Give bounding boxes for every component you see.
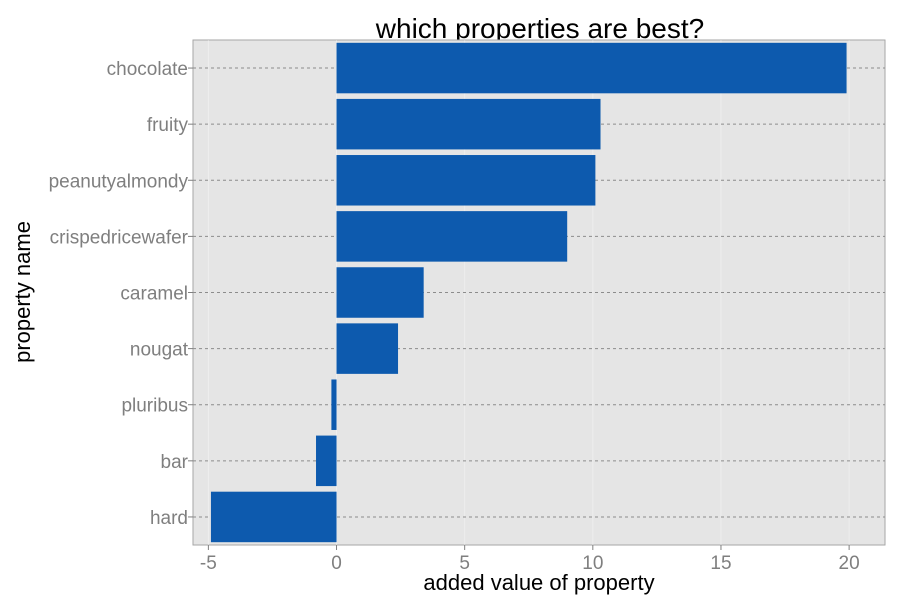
x-tick-label-2: 5 (459, 553, 470, 574)
bar-fruity (336, 98, 601, 150)
x-axis-title: added value of property (423, 570, 654, 595)
x-tick-label-4: 15 (710, 553, 731, 574)
bar-nougat (336, 323, 399, 374)
x-tick-label-0: -5 (200, 553, 217, 574)
bar-hard (210, 491, 337, 543)
y-tick-label-crispedricewafer: crispedricewafer (50, 227, 189, 248)
bar-pluribus (331, 379, 337, 430)
y-tick-label-fruity: fruity (147, 115, 189, 136)
y-axis-ticks: chocolate fruity peanutyalmondy crispedrice… (49, 59, 193, 529)
x-tick-label-3: 10 (582, 553, 603, 574)
chart-title: which properties are best? (375, 13, 704, 44)
y-tick-label-bar: bar (161, 452, 189, 473)
x-tick-label-1: 0 (331, 553, 342, 574)
y-tick-label-nougat: nougat (130, 340, 189, 361)
y-tick-label-peanutyalmondy: peanutyalmondy (49, 171, 189, 192)
y-tick-label-pluribus: pluribus (121, 396, 188, 417)
y-tick-label-hard: hard (150, 508, 188, 529)
bars (210, 42, 847, 543)
x-tick-label-5: 20 (839, 553, 860, 574)
y-tick-label-chocolate: chocolate (107, 59, 188, 80)
bar-bar (316, 435, 337, 487)
y-tick-label-caramel: caramel (120, 284, 188, 305)
bar-caramel (336, 267, 424, 318)
x-axis-ticks: -5 0 5 10 15 20 (200, 545, 860, 574)
bar-chocolate (336, 42, 847, 94)
bar-peanutyalmondy (336, 155, 596, 206)
bar-crispedricewafer (336, 211, 568, 262)
y-axis-title: property name (10, 221, 35, 363)
